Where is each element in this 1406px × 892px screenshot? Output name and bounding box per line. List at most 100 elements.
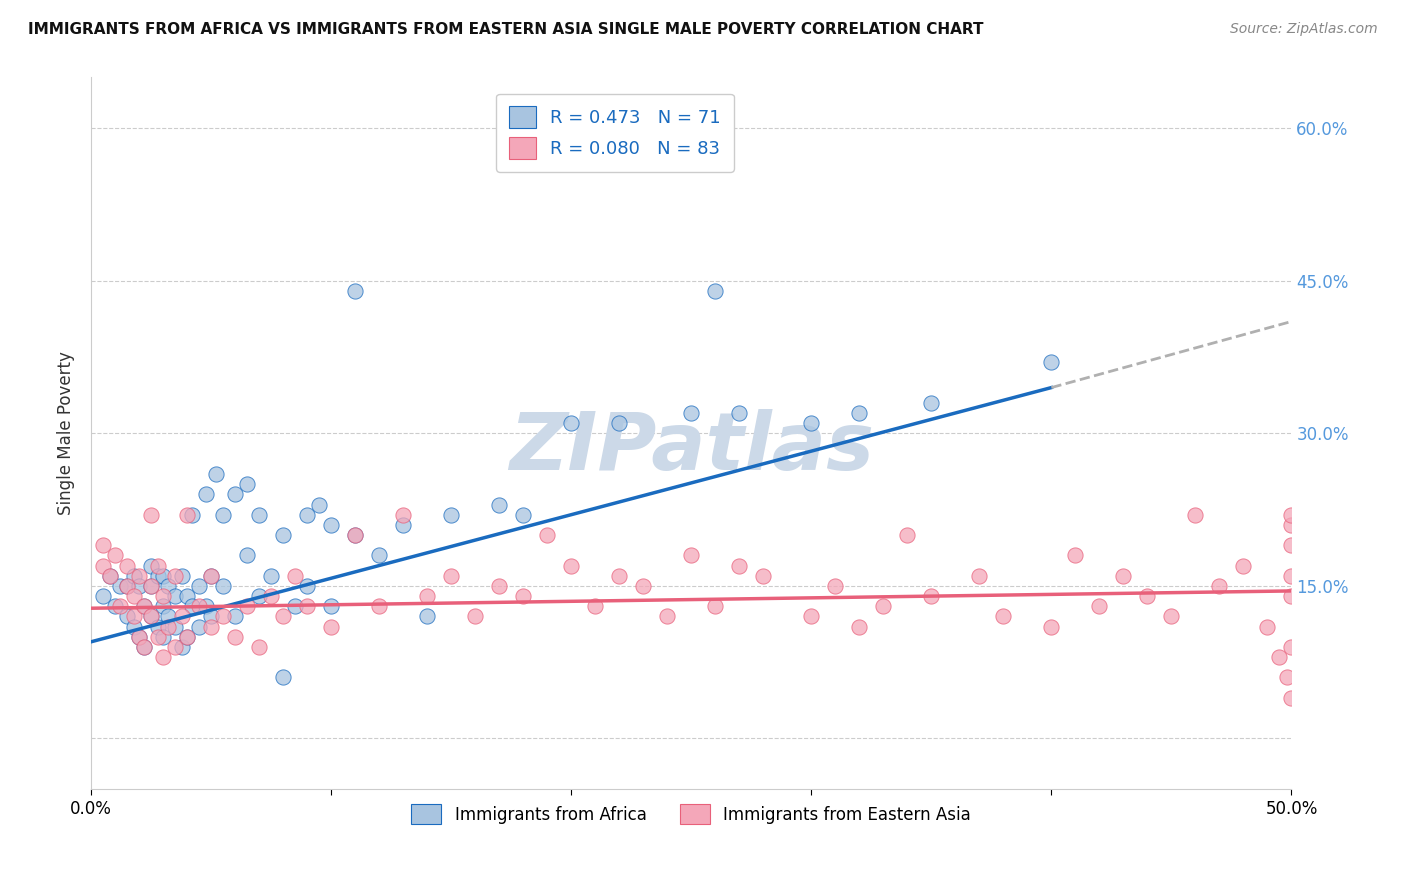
Point [344, 284, 367, 298]
Point [800, 416, 823, 430]
Point [195, 599, 218, 614]
Point [172, 609, 194, 624]
Point [152, 630, 174, 644]
Point [1136, 589, 1159, 603]
Point [1281, 508, 1303, 522]
Point [1281, 690, 1303, 705]
Point [141, 558, 163, 573]
Point [464, 609, 486, 624]
Point [152, 599, 174, 614]
Point [224, 609, 246, 624]
Point [128, 630, 150, 644]
Point [295, 579, 318, 593]
Point [152, 568, 174, 582]
Point [200, 568, 222, 582]
Point [108, 599, 131, 614]
Point [583, 599, 606, 614]
Point [104, 549, 127, 563]
Point [536, 528, 558, 542]
Point [91, 538, 114, 552]
Point [920, 396, 942, 410]
Point [800, 609, 823, 624]
Point [195, 487, 218, 501]
Point [284, 568, 307, 582]
Point [148, 568, 170, 582]
Point [176, 589, 198, 603]
Point [205, 467, 228, 481]
Point [344, 528, 367, 542]
Point [141, 579, 163, 593]
Point [1256, 619, 1278, 633]
Point [752, 568, 775, 582]
Point [1281, 538, 1303, 552]
Point [1040, 355, 1063, 369]
Point [607, 568, 630, 582]
Point [681, 549, 703, 563]
Point [98, 568, 121, 582]
Point [176, 630, 198, 644]
Point [188, 579, 211, 593]
Point [152, 650, 174, 665]
Point [115, 579, 138, 593]
Point [657, 609, 679, 624]
Point [148, 619, 170, 633]
Point [321, 619, 343, 633]
Point [172, 640, 194, 654]
Point [824, 579, 846, 593]
Point [141, 609, 163, 624]
Point [848, 619, 870, 633]
Point [920, 589, 942, 603]
Point [1160, 609, 1182, 624]
Point [115, 579, 138, 593]
Point [321, 599, 343, 614]
Point [236, 599, 259, 614]
Point [704, 284, 727, 298]
Point [271, 609, 294, 624]
Point [132, 640, 155, 654]
Point [512, 508, 534, 522]
Point [392, 508, 415, 522]
Point [392, 517, 415, 532]
Point [260, 568, 283, 582]
Point [1281, 640, 1303, 654]
Point [165, 589, 187, 603]
Point [200, 568, 222, 582]
Point [1281, 517, 1303, 532]
Point [132, 599, 155, 614]
Point [295, 508, 318, 522]
Point [141, 609, 163, 624]
Point [728, 558, 751, 573]
Point [284, 599, 307, 614]
Point [440, 568, 463, 582]
Point [224, 630, 246, 644]
Point [1275, 670, 1298, 684]
Point [295, 599, 318, 614]
Point [416, 589, 439, 603]
Point [1208, 579, 1230, 593]
Point [98, 568, 121, 582]
Point [124, 589, 146, 603]
Point [115, 558, 138, 573]
Point [148, 558, 170, 573]
Legend: Immigrants from Africa, Immigrants from Eastern Asia: Immigrants from Africa, Immigrants from … [402, 794, 981, 834]
Point [1281, 568, 1303, 582]
Point [1281, 589, 1303, 603]
Point [368, 549, 391, 563]
Text: Source: ZipAtlas.com: Source: ZipAtlas.com [1230, 22, 1378, 37]
Point [704, 599, 727, 614]
Point [969, 568, 991, 582]
Point [993, 609, 1015, 624]
Point [512, 589, 534, 603]
Y-axis label: Single Male Poverty: Single Male Poverty [58, 351, 75, 516]
Point [172, 568, 194, 582]
Point [321, 517, 343, 532]
Point [181, 508, 204, 522]
Point [124, 619, 146, 633]
Point [271, 670, 294, 684]
Point [188, 599, 211, 614]
Point [181, 599, 204, 614]
Point [91, 589, 114, 603]
Point [165, 640, 187, 654]
Point [212, 609, 235, 624]
Point [488, 579, 510, 593]
